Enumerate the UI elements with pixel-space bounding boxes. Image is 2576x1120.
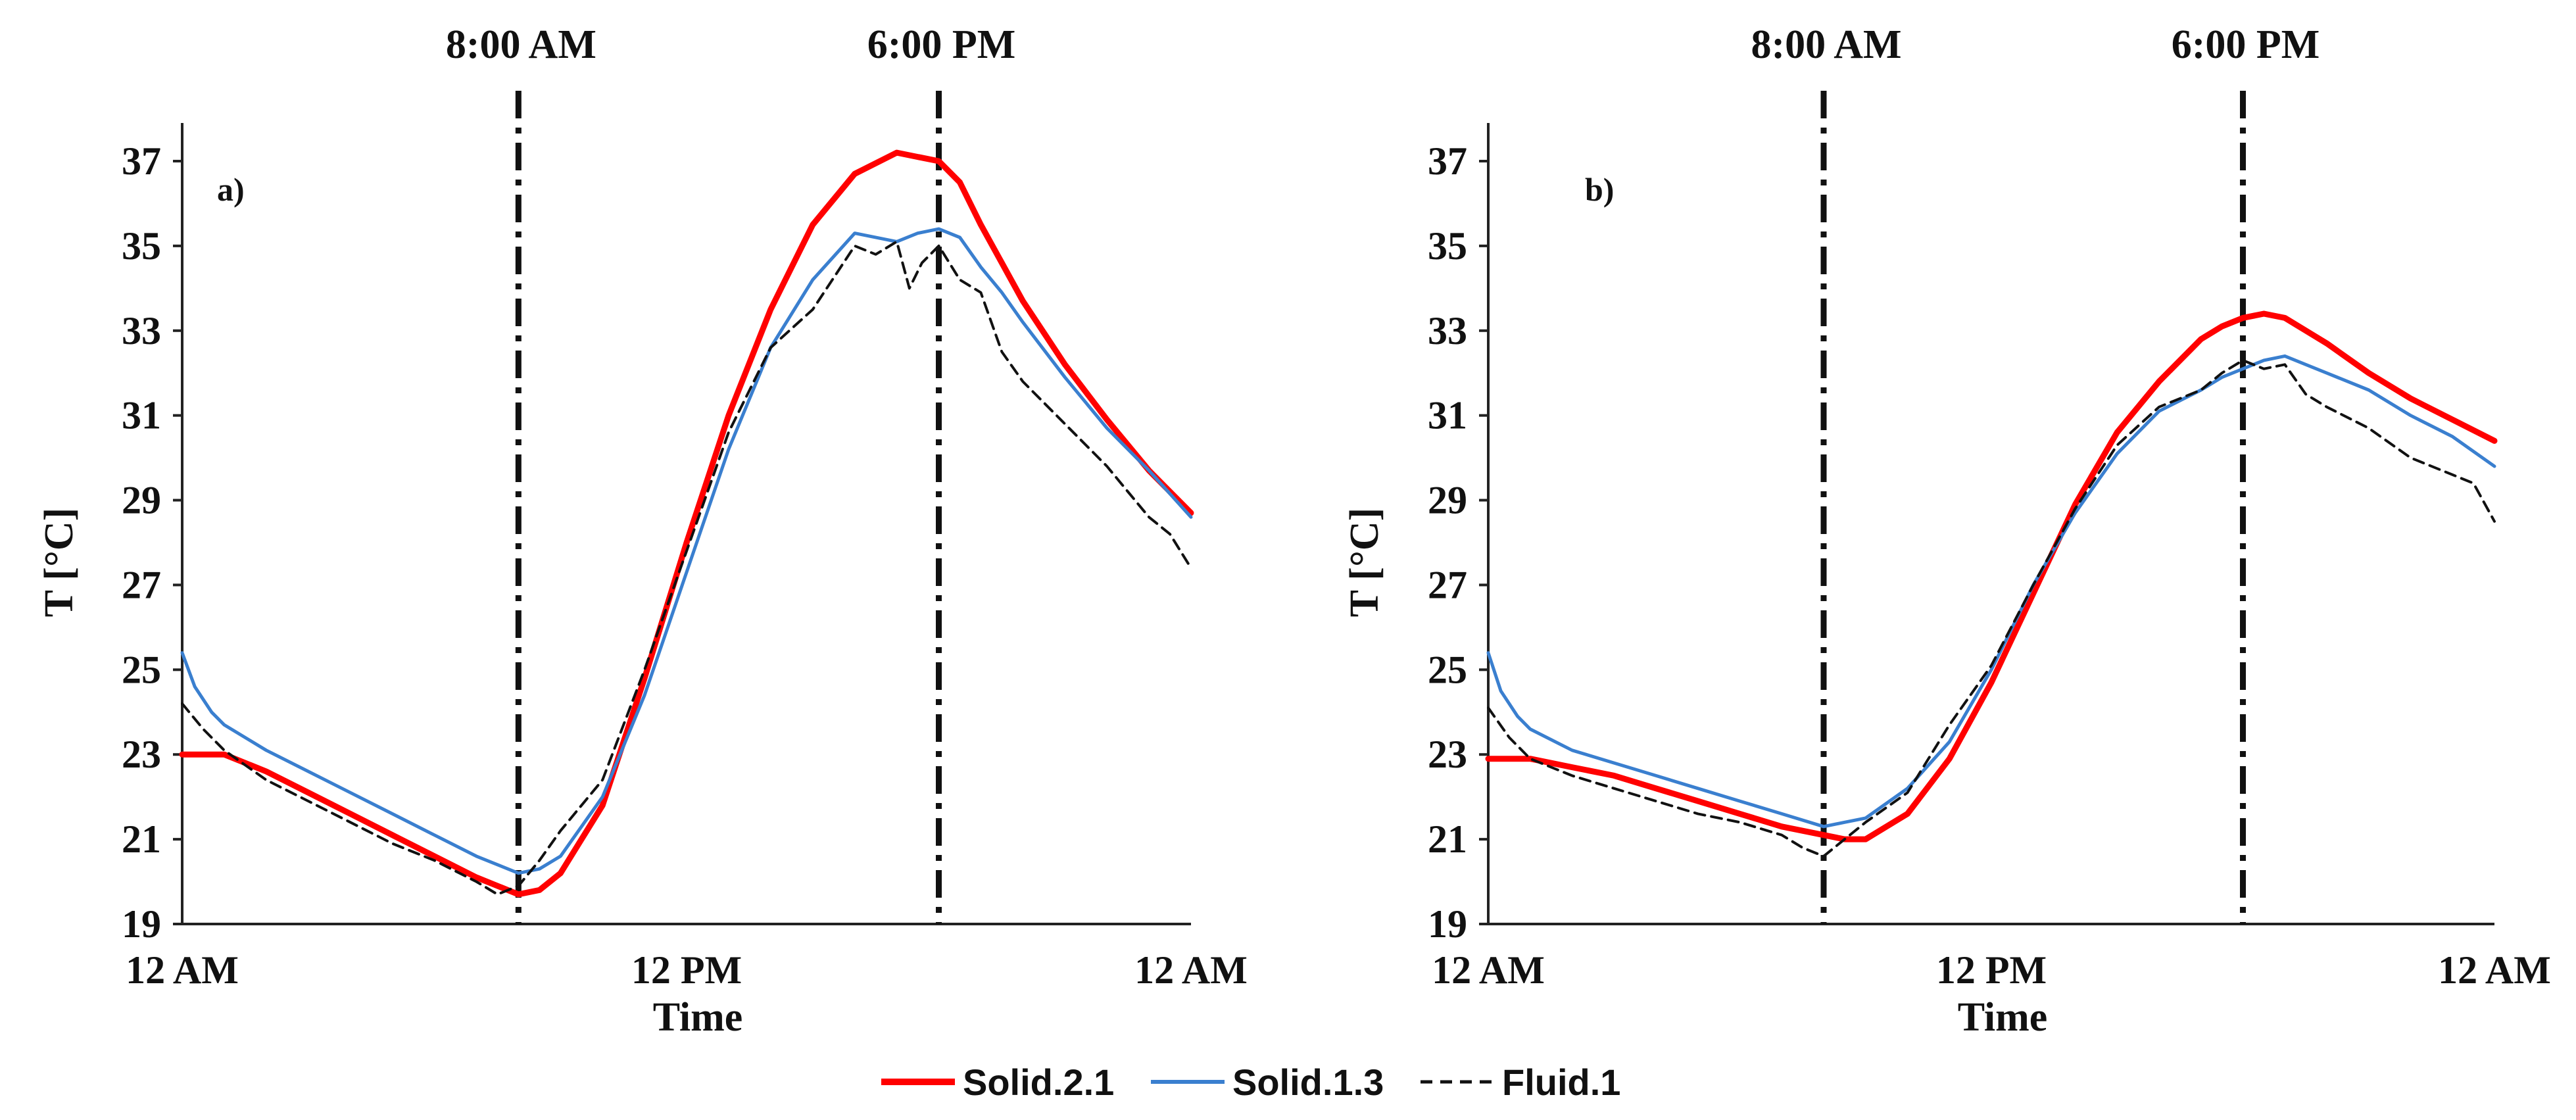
legend: Solid.2.1 Solid.1.3 Fluid.1 <box>881 1061 1620 1103</box>
series-line-solid-1-3 <box>180 227 1193 875</box>
y-tick-label: 19 <box>122 902 161 946</box>
panel-a: 19 21 23 25 27 29 31 33 35 37 12 AM 12 PM 12 AM Time T… <box>37 22 1248 1040</box>
y-tick-label: 25 <box>1428 648 1467 691</box>
y-tick-label: 31 <box>122 394 161 437</box>
legend-label: Solid.1.3 <box>1232 1061 1384 1103</box>
panel-label: b) <box>1585 171 1614 208</box>
x-tick-label: 12 PM <box>1936 948 2047 992</box>
y-tick-label: 29 <box>1428 479 1467 522</box>
y-tick-label: 21 <box>1428 817 1467 861</box>
series-line-fluid-1 <box>181 240 1192 896</box>
series-line-fluid-1 <box>1487 358 2496 858</box>
time-annotation: 6:00 PM <box>2172 22 2320 67</box>
y-tick-label: 27 <box>122 563 161 606</box>
x-tick-label: 12 AM <box>1432 948 1545 992</box>
y-tick-label: 25 <box>122 648 161 691</box>
x-tick-label: 12 AM <box>2438 948 2551 992</box>
x-tick-label: 12 AM <box>1134 948 1248 992</box>
y-axis-title: T [°C] <box>1342 508 1387 618</box>
time-annotation: 8:00 AM <box>1751 22 1901 67</box>
legend-label: Fluid.1 <box>1502 1061 1620 1103</box>
y-tick-label: 33 <box>122 309 161 353</box>
y-tick-label: 29 <box>122 479 161 522</box>
series-line-solid-1-3 <box>1486 354 2496 829</box>
y-tick-label: 35 <box>122 224 161 268</box>
x-tick-label: 12 PM <box>631 948 742 992</box>
y-tick-label: 23 <box>122 733 161 776</box>
y-axis-title: T [°C] <box>37 508 82 618</box>
y-tick-label: 21 <box>122 817 161 861</box>
x-axis-title: Time <box>653 995 743 1040</box>
y-tick-label: 23 <box>1428 733 1467 776</box>
time-annotation: 6:00 PM <box>867 22 1016 67</box>
x-axis-title: Time <box>1958 995 2048 1040</box>
y-tick-label: 37 <box>122 139 161 183</box>
panel-label: a) <box>217 171 245 208</box>
x-tick-label: 12 AM <box>126 948 239 992</box>
y-tick-label: 27 <box>1428 563 1467 606</box>
series-line-solid-2-1 <box>1485 310 2498 842</box>
y-tick-label: 37 <box>1428 139 1467 183</box>
legend-label: Solid.2.1 <box>963 1061 1114 1103</box>
y-tick-label: 31 <box>1428 394 1467 437</box>
y-tick-label: 19 <box>1428 902 1467 946</box>
y-tick-label: 33 <box>1428 309 1467 353</box>
panel-b: 19 21 23 25 27 29 31 33 35 37 12 AM 12 PM 12 AM Time T… <box>1342 22 2551 1040</box>
series-line-solid-2-1 <box>179 149 1194 898</box>
y-tick-label: 35 <box>1428 224 1467 268</box>
time-annotation: 8:00 AM <box>446 22 596 67</box>
